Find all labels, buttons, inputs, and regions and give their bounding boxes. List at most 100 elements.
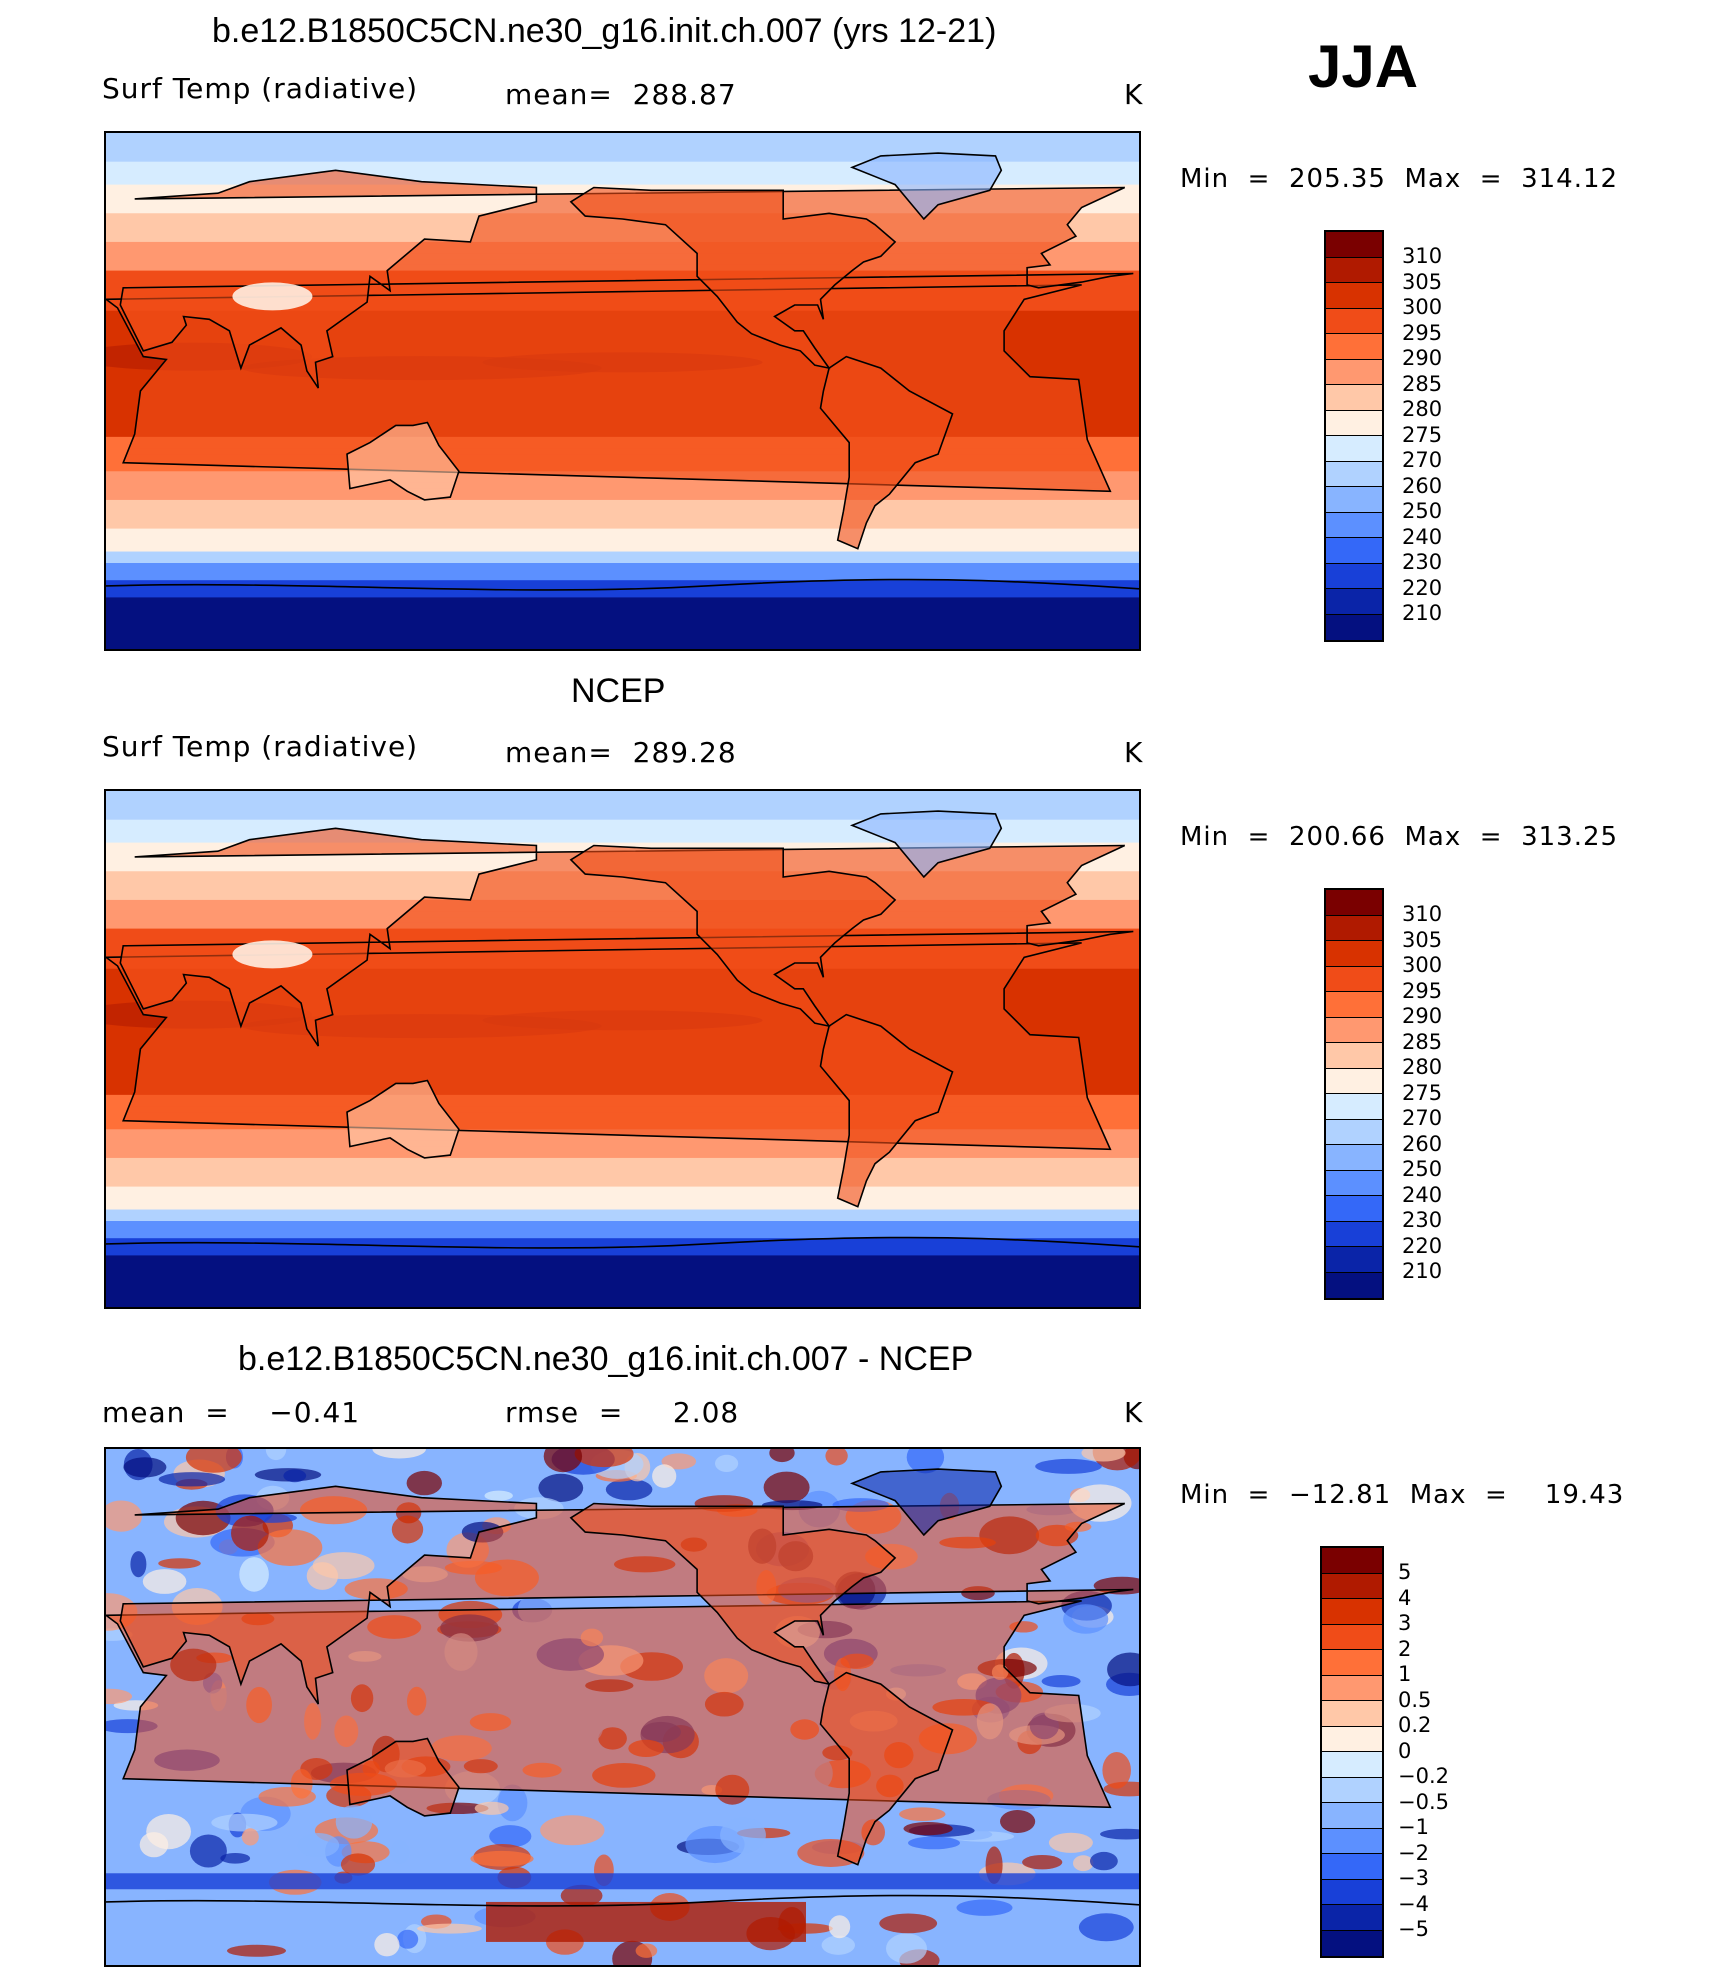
season-label: JJA xyxy=(1308,33,1419,100)
colorbar-ncep-swatch xyxy=(1326,1221,1382,1247)
colorbar-model-swatch xyxy=(1326,385,1382,411)
colorbar-difference-tick-label: 2 xyxy=(1398,1636,1412,1661)
colorbar-model-tick-label: 305 xyxy=(1402,269,1443,294)
colorbar-difference-swatch xyxy=(1322,1828,1382,1854)
colorbar-model-swatch xyxy=(1326,487,1382,513)
colorbar-difference-swatch xyxy=(1322,1573,1382,1599)
colorbar-difference-swatch xyxy=(1322,1752,1382,1778)
colorbar-ncep-swatch xyxy=(1326,1068,1382,1094)
colorbar-difference-tick-label: 5 xyxy=(1398,1560,1412,1584)
colorbar-ncep-tick-label: 300 xyxy=(1402,953,1443,977)
colorbar-ncep-swatch xyxy=(1326,966,1382,992)
colorbar-difference-swatch xyxy=(1322,1650,1382,1676)
colorbar-ncep-swatch xyxy=(1326,1247,1382,1273)
colorbar-ncep-tick-label: 250 xyxy=(1402,1157,1443,1181)
colorbar-difference-swatch xyxy=(1322,1624,1382,1650)
colorbar-difference-swatch xyxy=(1322,1803,1382,1829)
colorbar-difference-swatch xyxy=(1322,1930,1382,1956)
panel-3-title: b.e12.B1850C5CN.ne30_g16.init.ch.007 - N… xyxy=(238,1340,974,1378)
colorbar-model-tick-label: 270 xyxy=(1402,448,1443,472)
colorbar-ncep-tick-label: 285 xyxy=(1402,1029,1443,1054)
colorbar-model-tick-label: 250 xyxy=(1402,499,1443,523)
colorbar-difference-swatch xyxy=(1322,1675,1382,1701)
colorbar-model-tick-label: 230 xyxy=(1402,550,1443,574)
colorbar-ncep-tick-label: 275 xyxy=(1402,1080,1443,1105)
colorbar-model-swatch xyxy=(1326,563,1382,589)
colorbar-ncep-swatch xyxy=(1326,1145,1382,1171)
colorbar-model-swatch xyxy=(1326,436,1382,462)
colorbar-ncep-swatch xyxy=(1326,941,1382,967)
colorbar-model-tick-label: 280 xyxy=(1402,397,1443,421)
colorbar-model-tick-label: 300 xyxy=(1402,295,1443,319)
colorbar-model-swatch xyxy=(1326,308,1382,334)
colorbar-ncep-swatch xyxy=(1326,1272,1382,1298)
panel-2-units: K xyxy=(1124,736,1144,769)
colorbar-model-swatch xyxy=(1326,538,1382,564)
colorbar-model-tick-label: 210 xyxy=(1402,601,1443,625)
colorbar-ncep-tick-label: 230 xyxy=(1402,1208,1443,1232)
panel-2-mean: mean= 289.28 xyxy=(505,736,737,769)
panel-1-title: b.e12.B1850C5CN.ne30_g16.init.ch.007 (yr… xyxy=(212,12,997,50)
colorbar-ncep-tick-label: 310 xyxy=(1402,902,1443,926)
colorbar-model-swatch xyxy=(1326,283,1382,309)
colorbar-model-swatch xyxy=(1326,512,1382,538)
colorbar-ncep-tick-label: 220 xyxy=(1402,1233,1443,1258)
colorbar-ncep-swatch xyxy=(1326,1094,1382,1120)
colorbar-model-tick-label: 240 xyxy=(1402,524,1443,549)
colorbar-difference-swatch xyxy=(1322,1854,1382,1880)
colorbar-model-swatch xyxy=(1326,410,1382,436)
colorbar-ncep-swatch xyxy=(1326,1043,1382,1069)
colorbar-ncep-tick-label: 290 xyxy=(1402,1004,1443,1028)
colorbar-difference-swatch xyxy=(1322,1701,1382,1727)
panel-3-rmse: rmse = 2.08 xyxy=(505,1396,740,1429)
colorbar-model-swatch xyxy=(1326,614,1382,640)
colorbar-ncep-labels: 310 305 300 295 290 285 280 275 270 260 250 240 230 2… xyxy=(1402,902,1502,1285)
panel-3-units: K xyxy=(1124,1396,1144,1429)
colorbar-difference-tick-label: 3 xyxy=(1398,1611,1412,1635)
colorbar-difference-tick-label: 1 xyxy=(1398,1662,1412,1686)
colorbar-difference-tick-label: −0.2 xyxy=(1398,1764,1449,1788)
colorbar-model-swatch xyxy=(1326,232,1382,258)
colorbar-model-tick-label: 260 xyxy=(1402,473,1443,498)
colorbar-model-swatch xyxy=(1326,461,1382,487)
colorbar-ncep-swatch xyxy=(1326,1017,1382,1043)
colorbar-ncep-tick-label: 295 xyxy=(1402,978,1443,1003)
map-model-surface-temperature xyxy=(104,131,1141,651)
colorbar-difference-tick-label: −5 xyxy=(1398,1917,1429,1941)
colorbar-ncep-tick-label: 280 xyxy=(1402,1055,1443,1079)
colorbar-difference-swatch xyxy=(1322,1599,1382,1625)
colorbar-model-tick-label: 310 xyxy=(1402,244,1443,268)
colorbar-model-swatch xyxy=(1326,257,1382,283)
colorbar-ncep-tick-label: 240 xyxy=(1402,1182,1443,1207)
colorbar-ncep-swatch xyxy=(1326,915,1382,941)
colorbar-difference-tick-label: 0.2 xyxy=(1398,1713,1432,1737)
colorbar-difference-tick-label: 4 xyxy=(1398,1585,1412,1610)
colorbar-difference-tick-label: −3 xyxy=(1398,1866,1429,1890)
colorbar-model-tick-label: 295 xyxy=(1402,320,1443,345)
colorbar-difference-tick-label: −4 xyxy=(1398,1891,1429,1916)
colorbar-difference-tick-label: 0 xyxy=(1398,1738,1412,1763)
colorbar-model-swatch xyxy=(1326,334,1382,360)
colorbar-ncep-swatch xyxy=(1326,992,1382,1018)
map-ncep-surface-temperature xyxy=(104,789,1141,1309)
colorbar-model-tick-label: 275 xyxy=(1402,422,1443,447)
panel-2-title: NCEP xyxy=(571,672,666,710)
colorbar-ncep-tick-label: 260 xyxy=(1402,1131,1443,1156)
colorbar-difference-tick-label: −0.5 xyxy=(1398,1789,1449,1814)
panel-3-mean: mean = −0.41 xyxy=(102,1396,361,1429)
panel-2-min-max: Min = 200.66 Max = 313.25 xyxy=(1180,822,1619,852)
colorbar-ncep-tick-label: 210 xyxy=(1402,1259,1443,1283)
colorbar-ncep-tick-label: 305 xyxy=(1402,927,1443,952)
colorbar-difference xyxy=(1320,1546,1384,1958)
colorbar-model xyxy=(1324,230,1384,642)
colorbar-model-tick-label: 290 xyxy=(1402,346,1443,370)
colorbar-difference-swatch xyxy=(1322,1548,1382,1574)
colorbar-difference-tick-label: −2 xyxy=(1398,1840,1429,1865)
colorbar-ncep-swatch xyxy=(1326,1196,1382,1222)
colorbar-ncep xyxy=(1324,888,1384,1300)
panel-1-units: K xyxy=(1124,78,1144,111)
panel-3-min-max: Min = −12.81 Max = 19.43 xyxy=(1180,1480,1625,1510)
map-difference-surface-temperature xyxy=(104,1447,1141,1967)
colorbar-difference-swatch xyxy=(1322,1777,1382,1803)
colorbar-ncep-swatch xyxy=(1326,890,1382,916)
